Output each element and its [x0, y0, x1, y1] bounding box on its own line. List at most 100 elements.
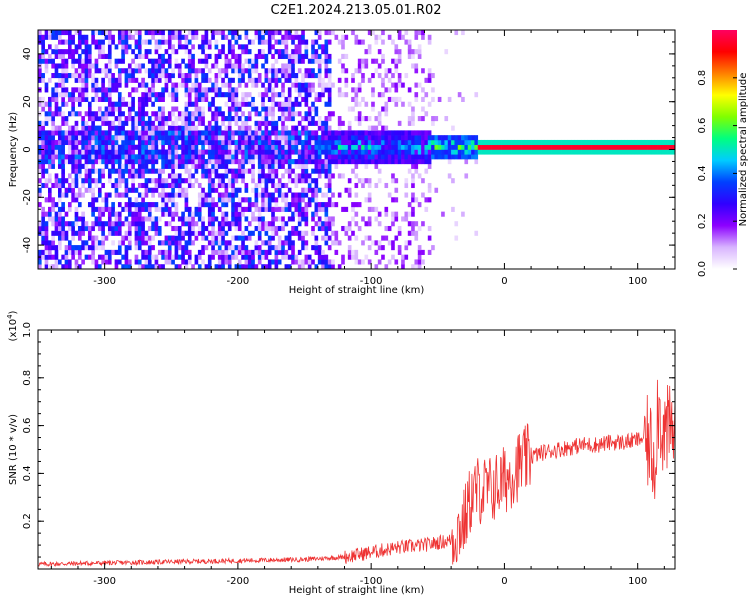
- heatmap-cell: [124, 206, 129, 212]
- heatmap-cell: [231, 182, 235, 189]
- heatmap-cell: [97, 216, 102, 222]
- heatmap-cell: [47, 139, 52, 146]
- heatmap-cell: [351, 96, 355, 102]
- heatmap-cell: [111, 135, 115, 141]
- heatmap-cell: [134, 53, 139, 59]
- heatmap-cell: [211, 187, 215, 193]
- heatmap-cell: [187, 154, 192, 160]
- heatmap-cell: [347, 106, 352, 112]
- heatmap-cell: [81, 116, 85, 122]
- heatmap-cell: [284, 116, 289, 122]
- heatmap-cell: [274, 249, 279, 255]
- heatmap-cell: [427, 77, 432, 83]
- heatmap-cell: [297, 249, 302, 255]
- heatmap-cell: [381, 245, 385, 251]
- heatmap-cell: [87, 235, 92, 241]
- heatmap-cell: [191, 173, 195, 179]
- heatmap-cell: [91, 39, 95, 45]
- heatmap-cell: [327, 96, 332, 102]
- heatmap-cell: [51, 149, 55, 155]
- heatmap-cell: [227, 116, 232, 122]
- heatmap-cell: [334, 149, 339, 155]
- heatmap-cell: [161, 202, 165, 208]
- heatmap-cell: [91, 259, 95, 265]
- heatmap-cell: [271, 73, 275, 79]
- heatmap-cell: [174, 30, 179, 36]
- heatmap-cell: [94, 44, 99, 50]
- heatmap-cell: [187, 168, 192, 174]
- heatmap-cell: [107, 216, 112, 222]
- heatmap-cell: [261, 135, 265, 141]
- heatmap-cell: [301, 130, 305, 136]
- heatmap-cell: [64, 120, 69, 126]
- heatmap-cell: [154, 44, 159, 50]
- heatmap-cell: [274, 168, 279, 174]
- heatmap-cell: [97, 130, 102, 136]
- heatmap-cell: [197, 225, 202, 232]
- heatmap-cell: [271, 68, 275, 74]
- heatmap-cell: [347, 187, 352, 193]
- heatmap-cell: [171, 225, 175, 232]
- heatmap-cell: [97, 149, 102, 155]
- heatmap-cell: [517, 149, 522, 155]
- heatmap-cell: [77, 30, 82, 36]
- heatmap-cell: [531, 144, 535, 150]
- heatmap-cell: [327, 225, 332, 232]
- heatmap-cell: [191, 159, 195, 165]
- heatmap-cell: [354, 202, 359, 208]
- heatmap-cell: [271, 168, 275, 174]
- heatmap-cell: [38, 202, 42, 208]
- heatmap-cell: [134, 206, 139, 212]
- heatmap-cell: [187, 235, 192, 241]
- heatmap-cell: [81, 182, 85, 189]
- heatmap-cell: [84, 178, 89, 184]
- heatmap-cell: [244, 101, 249, 107]
- heatmap-cell: [237, 63, 242, 69]
- heatmap-cell: [194, 144, 199, 150]
- heatmap-cell: [437, 154, 442, 160]
- heatmap-cell: [424, 92, 429, 98]
- heatmap-cell: [327, 245, 332, 251]
- heatmap-cell: [67, 53, 72, 59]
- heatmap-cell: [361, 240, 365, 246]
- heatmap-cell: [611, 144, 615, 150]
- heatmap-cell: [131, 154, 135, 160]
- heatmap-cell: [104, 73, 109, 79]
- heatmap-cell: [287, 245, 292, 251]
- heatmap-cell: [164, 87, 169, 93]
- heatmap-cell: [497, 144, 502, 150]
- heatmap-cell: [317, 77, 322, 83]
- heatmap-cell: [41, 173, 45, 179]
- heatmap-cell: [391, 82, 395, 88]
- heatmap-cell: [357, 68, 362, 74]
- heatmap-cell: [314, 168, 319, 174]
- heatmap-cell: [144, 111, 149, 117]
- heatmap-cell: [447, 139, 452, 146]
- heatmap-cell: [147, 225, 152, 232]
- heatmap-cell: [211, 116, 215, 122]
- heatmap-cell: [244, 49, 249, 55]
- heatmap-cell: [174, 230, 179, 236]
- heatmap-cell: [144, 159, 149, 165]
- heatmap-cell: [177, 216, 182, 222]
- heatmap-cell: [217, 221, 222, 227]
- heatmap-cell: [474, 159, 479, 165]
- heatmap-cell: [181, 34, 185, 40]
- heatmap-cell: [237, 221, 242, 227]
- heatmap-cell: [294, 125, 299, 131]
- spectrogram-x-ticks: -300 -200 -100 0 100: [50, 30, 665, 287]
- heatmap-cell: [264, 149, 269, 155]
- heatmap-cell: [324, 68, 329, 74]
- heatmap-cell: [284, 63, 289, 69]
- heatmap-cell: [151, 159, 155, 165]
- heatmap-cell: [137, 173, 142, 179]
- heatmap-cell: [387, 34, 392, 40]
- heatmap-cell: [344, 68, 349, 74]
- heatmap-cell: [147, 178, 152, 184]
- heatmap-cell: [154, 182, 159, 189]
- heatmap-cell: [237, 68, 242, 74]
- heatmap-cell: [284, 264, 289, 269]
- heatmap-cell: [441, 149, 445, 155]
- heatmap-cell: [144, 187, 149, 193]
- heatmap-cell: [197, 264, 202, 269]
